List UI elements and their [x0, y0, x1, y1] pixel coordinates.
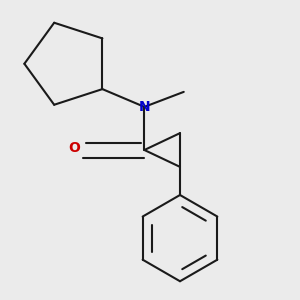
Text: O: O — [68, 141, 80, 155]
Text: N: N — [139, 100, 150, 114]
